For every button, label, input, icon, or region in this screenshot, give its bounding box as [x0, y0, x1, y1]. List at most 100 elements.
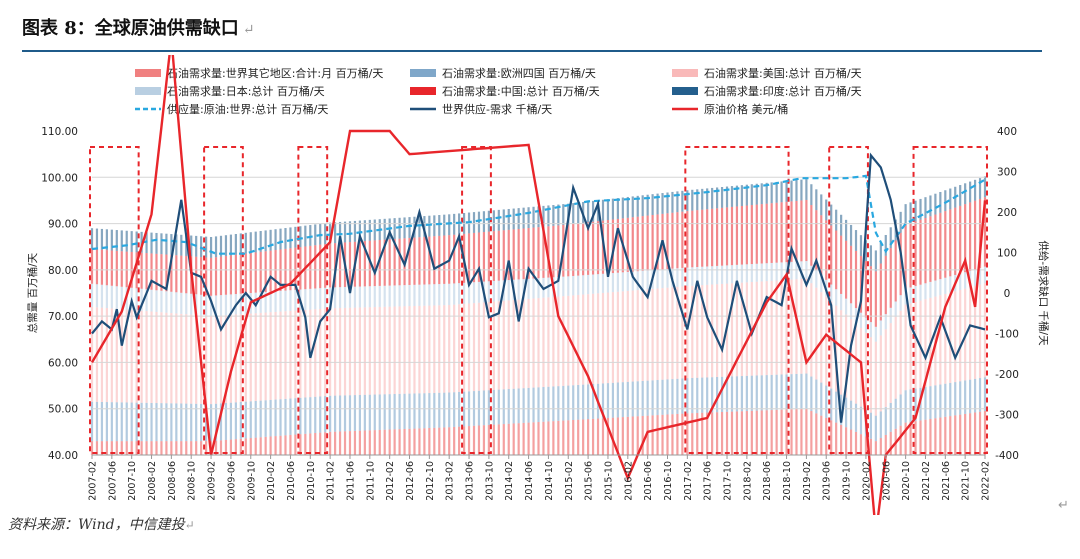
demand-bar-china — [720, 207, 724, 266]
demand-bar-rest — [552, 421, 555, 455]
demand-bar-usa — [785, 279, 788, 375]
x-tick-label: 2011-02 — [326, 461, 337, 501]
demand-bar-europe — [606, 383, 610, 418]
y-right-tick-label: -400 — [995, 450, 1019, 462]
demand-bar-rest — [324, 432, 327, 455]
demand-bar-rest — [815, 413, 818, 455]
demand-bar-europe — [244, 401, 247, 439]
demand-bar-china — [631, 217, 634, 272]
demand-bar-europe — [145, 402, 148, 442]
demand-bar-china — [969, 202, 972, 271]
demand-bar-china — [274, 250, 277, 292]
demand-bar-china — [393, 238, 396, 286]
x-tick-label: 2018-06 — [762, 461, 773, 501]
demand-bar-rest — [656, 415, 659, 455]
demand-bar-japan — [145, 289, 148, 312]
demand-bar-japan — [859, 312, 863, 329]
demand-bar-rest — [373, 430, 376, 455]
demand-bar-usa — [294, 310, 297, 399]
demand-bar-rest — [95, 441, 99, 455]
demand-bar-india — [889, 227, 892, 249]
demand-bar-japan — [924, 283, 927, 300]
demand-bar-india — [482, 211, 486, 233]
demand-bar-europe — [884, 407, 887, 435]
demand-bar-japan — [765, 263, 768, 282]
demand-bar-usa — [324, 308, 327, 397]
demand-bar-china — [770, 203, 773, 263]
demand-bar-europe — [949, 382, 952, 417]
y-right-tick-label: 0 — [1004, 288, 1011, 300]
demand-bar-rest — [631, 416, 634, 455]
demand-bar-rest — [130, 441, 133, 455]
demand-bar-usa — [239, 314, 242, 403]
demand-bar-japan — [631, 271, 634, 291]
demand-bar-europe — [373, 394, 376, 431]
demand-bar-japan — [601, 273, 605, 293]
demand-bar-japan — [338, 287, 342, 309]
demand-bar-europe — [929, 386, 932, 419]
demand-bar-china — [299, 247, 302, 290]
demand-bar-usa — [348, 307, 352, 396]
demand-bar-india — [904, 204, 907, 225]
demand-bar-india — [254, 231, 257, 253]
demand-bar-japan — [413, 284, 416, 306]
demand-bar-japan — [760, 263, 763, 282]
demand-bar-rest — [621, 417, 624, 455]
demand-bar-usa — [770, 280, 773, 375]
demand-bar-japan — [398, 285, 401, 307]
demand-bar-europe — [388, 394, 391, 430]
demand-bar-europe — [587, 384, 590, 420]
demand-bar-europe — [289, 398, 292, 435]
demand-bar-china — [765, 203, 768, 264]
demand-bar-rest — [234, 439, 237, 455]
demand-bar-europe — [105, 402, 108, 442]
demand-bar-usa — [507, 300, 510, 390]
demand-bar-india — [725, 186, 729, 208]
demand-bar-china — [889, 248, 892, 308]
demand-bar-rest — [686, 413, 689, 455]
demand-bar-rest — [378, 429, 381, 455]
demand-bar-china — [591, 221, 595, 275]
demand-bar-china — [438, 235, 441, 285]
demand-bar-usa — [835, 305, 838, 392]
demand-bar-europe — [502, 389, 505, 425]
demand-bar-usa — [249, 313, 252, 402]
demand-bar-india — [780, 181, 783, 203]
demand-bar-europe — [95, 401, 99, 442]
y-right-tick-label: 200 — [997, 207, 1017, 219]
demand-bar-china — [388, 239, 391, 286]
demand-bar-usa — [542, 297, 545, 388]
demand-bar-rest — [368, 430, 371, 455]
demand-bar-japan — [849, 303, 853, 320]
demand-bar-china — [532, 227, 535, 279]
demand-bar-china — [105, 250, 108, 286]
demand-bar-rest — [120, 441, 123, 455]
demand-bar-india — [785, 180, 788, 202]
demand-bar-india — [383, 218, 386, 240]
demand-bar-china — [482, 232, 486, 282]
demand-bar-europe — [537, 387, 540, 423]
demand-bar-india — [289, 227, 292, 249]
demand-bar-usa — [190, 314, 193, 404]
demand-bar-rest — [567, 420, 570, 455]
figure-title: 图表 8：全球原油供需缺口 ↵ — [22, 14, 255, 40]
demand-bar-japan — [507, 280, 510, 301]
demand-bar-europe — [914, 388, 917, 422]
demand-bar-europe — [969, 379, 972, 414]
demand-bar-japan — [304, 289, 307, 310]
demand-bar-europe — [433, 392, 436, 428]
demand-bar-india — [795, 180, 798, 201]
demand-bar-china — [477, 232, 481, 282]
demand-bar-rest — [274, 436, 277, 455]
demand-bar-rest — [934, 418, 937, 455]
demand-bar-rest — [363, 430, 366, 455]
demand-bar-usa — [264, 312, 267, 401]
demand-bar-europe — [646, 380, 649, 416]
demand-bar-japan — [869, 322, 872, 338]
y-left-tick-label: 40.00 — [48, 450, 78, 462]
x-tick-label: 2015-10 — [603, 461, 614, 501]
legend-swatch — [135, 69, 161, 77]
demand-bar-india — [884, 234, 887, 256]
demand-bar-india — [621, 197, 624, 219]
demand-bar-india — [840, 214, 843, 236]
